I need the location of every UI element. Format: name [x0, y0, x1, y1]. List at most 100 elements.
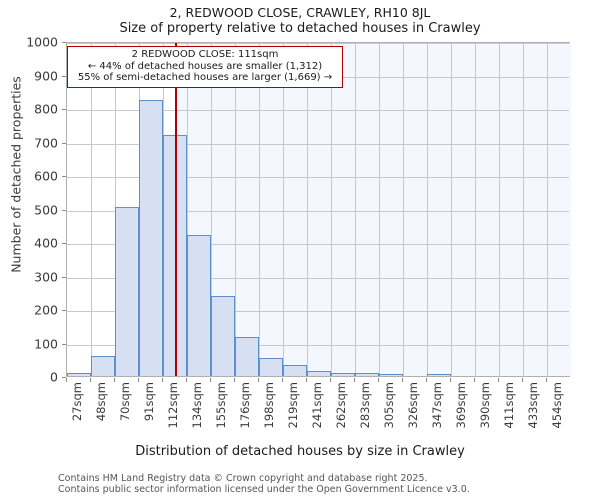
- histogram-bar: [307, 371, 331, 376]
- y-axis-tick-mark: [62, 42, 66, 43]
- gridline-vertical: [307, 43, 308, 376]
- annotation-line-2: ← 44% of detached houses are smaller (1,…: [87, 60, 323, 72]
- x-axis-tick-mark: [522, 378, 523, 382]
- y-axis-tick-mark: [62, 142, 66, 144]
- gridline-vertical: [499, 43, 500, 376]
- gridline-horizontal: [67, 210, 569, 212]
- gridline-horizontal: [67, 244, 569, 245]
- gridline-horizontal: [67, 344, 569, 346]
- page-subtitle: Size of property relative to detached ho…: [119, 21, 481, 36]
- histogram-bar: [235, 337, 259, 376]
- y-axis-tick-label: 0: [50, 369, 58, 385]
- property-marker-line: [175, 43, 177, 376]
- x-axis-tick-mark: [162, 378, 163, 382]
- gridline-vertical: [547, 43, 548, 376]
- x-axis-tick-label: 369sqm: [454, 382, 468, 429]
- histogram-bar: [427, 374, 451, 376]
- gridline-horizontal: [67, 143, 569, 145]
- gridline-vertical: [235, 43, 236, 376]
- gridline-horizontal: [67, 311, 569, 312]
- x-axis-tick-label: 91sqm: [142, 382, 156, 422]
- gridline-vertical: [451, 43, 452, 376]
- x-axis-tick-label: 305sqm: [382, 382, 396, 429]
- x-axis-tick-mark: [210, 378, 211, 382]
- x-axis-tick-label: 27sqm: [70, 382, 84, 422]
- gridline-horizontal: [67, 277, 569, 279]
- histogram-bar: [115, 206, 139, 376]
- annotation-line-1: 2 REDWOOD CLOSE: 111sqm: [131, 49, 279, 60]
- gridline-vertical: [187, 43, 188, 376]
- x-axis-tick-label: 241sqm: [310, 382, 324, 429]
- footer-line-1: Contains HM Land Registry data © Crown c…: [58, 473, 428, 484]
- histogram-bar: [67, 373, 91, 376]
- histogram-bar: [259, 357, 283, 376]
- histogram-bar: [91, 355, 115, 376]
- x-axis-tick-label: 326sqm: [406, 382, 420, 429]
- y-axis-tick-mark: [62, 276, 66, 278]
- x-axis-tick-label: 390sqm: [478, 382, 492, 429]
- y-axis-tick-mark: [62, 176, 66, 177]
- y-axis-tick-mark: [62, 209, 66, 211]
- x-axis-tick-mark: [330, 378, 331, 382]
- x-axis-tick-label: 112sqm: [166, 382, 180, 429]
- y-axis-tick-mark: [62, 243, 66, 244]
- y-axis-tick-label: 500: [34, 202, 58, 217]
- x-axis-tick-mark: [282, 378, 283, 382]
- footer-line-2: Contains public sector information licen…: [58, 484, 470, 495]
- x-axis-tick-label: 219sqm: [286, 382, 300, 429]
- x-axis-tick-mark: [306, 378, 307, 382]
- gridline-horizontal: [67, 43, 569, 44]
- histogram-bar: [139, 99, 163, 376]
- gridline-horizontal: [67, 110, 569, 111]
- y-axis-tick-mark: [62, 310, 66, 311]
- x-axis-tick-mark: [498, 378, 499, 382]
- histogram-bar: [187, 235, 211, 376]
- histogram-bar: [379, 374, 403, 376]
- gridline-vertical: [259, 43, 260, 376]
- x-axis-tick-label: 347sqm: [430, 382, 444, 429]
- x-axis-tick-label: 155sqm: [214, 382, 228, 429]
- gridline-vertical: [379, 43, 380, 376]
- x-axis-tick-mark: [474, 378, 475, 382]
- x-axis-tick-mark: [546, 378, 547, 382]
- x-axis-tick-label: 411sqm: [502, 382, 516, 429]
- x-axis-tick-mark: [354, 378, 355, 382]
- gridline-vertical: [475, 43, 476, 376]
- x-axis-tick-mark: [450, 378, 451, 382]
- y-axis-tick-label: 100: [34, 336, 58, 351]
- y-axis-tick-mark: [62, 109, 66, 110]
- x-axis-tick-label: 433sqm: [526, 382, 540, 429]
- gridline-vertical: [403, 43, 404, 376]
- y-axis-label: Number of detached properties: [8, 76, 24, 273]
- x-axis-tick-label: 262sqm: [334, 382, 348, 429]
- x-axis-tick-mark: [138, 378, 139, 382]
- gridline-vertical: [331, 43, 332, 376]
- gridline-vertical: [427, 43, 428, 376]
- x-axis-tick-mark: [66, 378, 67, 382]
- x-axis-tick-mark: [378, 378, 379, 382]
- histogram-bar: [211, 296, 235, 376]
- histogram-bar: [355, 372, 379, 376]
- larger-region-shading: [175, 43, 571, 376]
- y-axis-tick-label: 700: [34, 135, 58, 150]
- x-axis-tick-label: 198sqm: [262, 382, 276, 429]
- x-axis-label: Distribution of detached houses by size …: [135, 444, 465, 459]
- x-axis-tick-mark: [186, 378, 187, 382]
- y-axis-tick-label: 300: [34, 269, 58, 284]
- gridline-vertical: [91, 43, 92, 376]
- y-axis-tick-mark: [62, 75, 66, 77]
- gridline-vertical: [283, 43, 284, 376]
- annotation-line-3: 55% of semi-detached houses are larger (…: [77, 72, 333, 83]
- x-axis-tick-label: 283sqm: [358, 382, 372, 429]
- histogram-bar: [331, 372, 355, 376]
- x-axis-tick-mark: [402, 378, 403, 382]
- gridline-vertical: [355, 43, 356, 376]
- y-axis-tick-label: 1000: [26, 34, 58, 50]
- x-axis-tick-label: 70sqm: [118, 382, 132, 422]
- property-annotation-box: 2 REDWOOD CLOSE: 111sqm ← 44% of detache…: [67, 46, 343, 88]
- x-axis-tick-label: 48sqm: [94, 382, 108, 422]
- gridline-vertical: [211, 43, 212, 376]
- x-axis-tick-label: 134sqm: [190, 382, 204, 429]
- gridline-horizontal: [67, 177, 569, 178]
